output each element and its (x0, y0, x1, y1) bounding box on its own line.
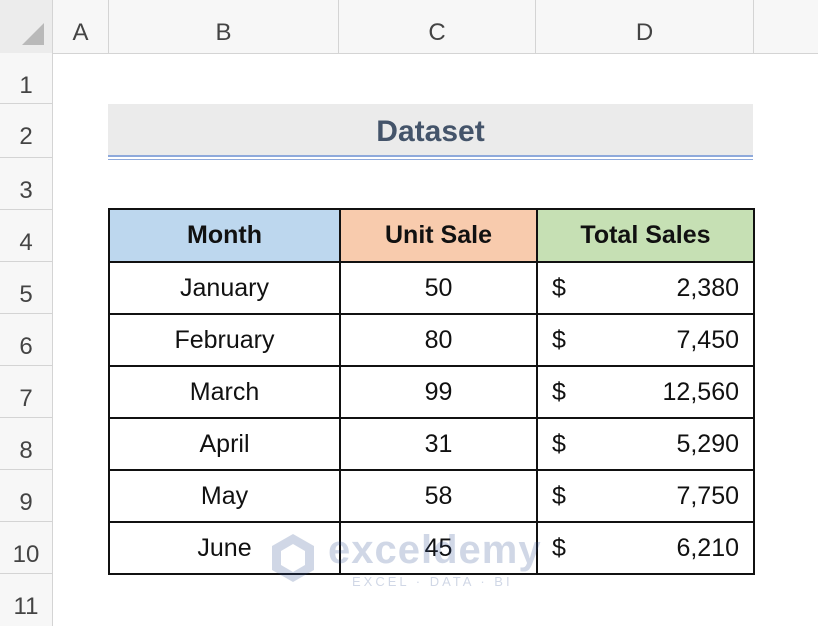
cell-month[interactable]: January (108, 261, 341, 315)
header-month[interactable]: Month (108, 208, 341, 263)
cell-unit-sale[interactable]: 58 (339, 469, 538, 523)
column-header-a[interactable]: A (53, 0, 109, 53)
column-header-bar: A B C D (0, 0, 818, 54)
table-row: March 99 $12,560 (108, 365, 755, 419)
row-header-8[interactable]: 8 (0, 418, 52, 470)
row-header-3[interactable]: 3 (0, 158, 52, 210)
table-header-row: Month Unit Sale Total Sales (108, 208, 755, 263)
cell-total-sales[interactable]: $5,290 (536, 417, 755, 471)
sales-table: Month Unit Sale Total Sales January 50 $… (108, 208, 755, 575)
table-row: February 80 $7,450 (108, 313, 755, 367)
cell-month[interactable]: April (108, 417, 341, 471)
row-header-bar: 1 2 3 4 5 6 7 8 9 10 11 (0, 53, 53, 626)
cell-unit-sale[interactable]: 99 (339, 365, 538, 419)
cell-unit-sale[interactable]: 45 (339, 521, 538, 575)
table-row: April 31 $5,290 (108, 417, 755, 471)
table-row: May 58 $7,750 (108, 469, 755, 523)
table-row: June 45 $6,210 (108, 521, 755, 575)
cell-total-sales[interactable]: $7,750 (536, 469, 755, 523)
row-header-1[interactable]: 1 (0, 53, 52, 104)
header-total-sales[interactable]: Total Sales (536, 208, 755, 263)
currency-symbol: $ (552, 533, 566, 562)
row-header-11[interactable]: 11 (13, 593, 39, 620)
cell-total-sales[interactable]: $6,210 (536, 521, 755, 575)
row-header-9[interactable]: 9 (0, 470, 52, 522)
row-header-6[interactable]: 6 (0, 314, 52, 366)
currency-symbol: $ (552, 377, 566, 406)
currency-symbol: $ (552, 429, 566, 458)
row-header-4[interactable]: 4 (0, 210, 52, 262)
cell-month[interactable]: February (108, 313, 341, 367)
dataset-title[interactable]: Dataset (108, 104, 753, 156)
total-amount: 2,380 (676, 273, 739, 302)
row-header-5[interactable]: 5 (0, 262, 52, 314)
total-amount: 7,450 (676, 325, 739, 354)
total-amount: 12,560 (662, 377, 739, 406)
cell-total-sales[interactable]: $7,450 (536, 313, 755, 367)
table-row: January 50 $2,380 (108, 261, 755, 315)
header-unit-sale[interactable]: Unit Sale (339, 208, 538, 263)
total-amount: 6,210 (676, 533, 739, 562)
cell-unit-sale[interactable]: 50 (339, 261, 538, 315)
cell-month[interactable]: May (108, 469, 341, 523)
row-header-7[interactable]: 7 (0, 366, 52, 418)
cell-total-sales[interactable]: $2,380 (536, 261, 755, 315)
column-header-b[interactable]: B (109, 0, 339, 53)
cell-month[interactable]: June (108, 521, 341, 575)
select-all-triangle-icon (22, 23, 44, 45)
currency-symbol: $ (552, 481, 566, 510)
select-all-button[interactable] (0, 0, 53, 53)
column-header-d[interactable]: D (536, 0, 754, 53)
column-header-c[interactable]: C (339, 0, 536, 53)
cell-unit-sale[interactable]: 80 (339, 313, 538, 367)
currency-symbol: $ (552, 273, 566, 302)
cell-unit-sale[interactable]: 31 (339, 417, 538, 471)
cell-total-sales[interactable]: $12,560 (536, 365, 755, 419)
title-underline-thin (108, 159, 753, 160)
cell-month[interactable]: March (108, 365, 341, 419)
currency-symbol: $ (552, 325, 566, 354)
title-underline (108, 155, 753, 157)
row-header-2[interactable]: 2 (0, 104, 52, 158)
row-header-10[interactable]: 10 (0, 522, 52, 574)
total-amount: 7,750 (676, 481, 739, 510)
total-amount: 5,290 (676, 429, 739, 458)
